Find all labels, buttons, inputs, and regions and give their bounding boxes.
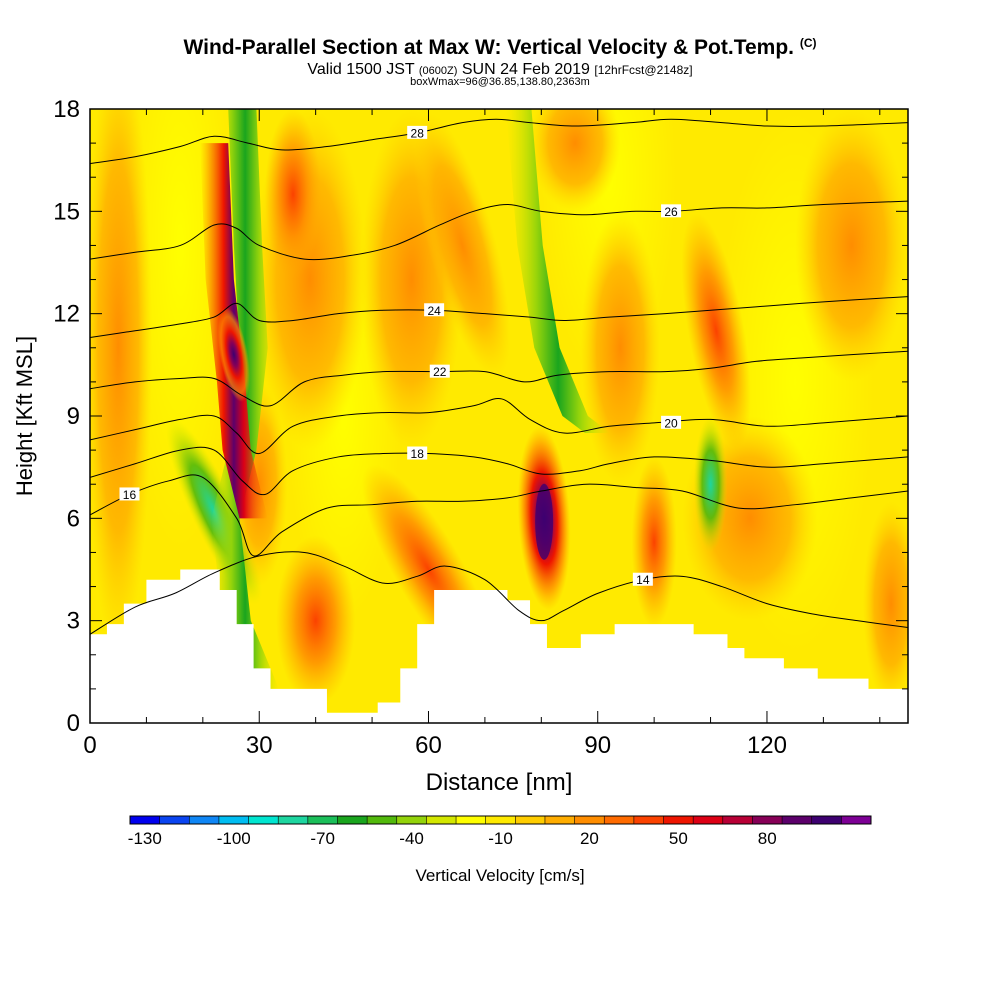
colorbar-tick-label: 80 [758,829,777,848]
x-tick-label: 120 [747,732,787,759]
colorbar-swatch [633,816,665,824]
theta-contour-14 [90,551,908,635]
colorbar-swatch [752,816,783,824]
colorbar-tick-label: 20 [580,829,599,848]
contour-label: 26 [664,205,678,219]
colorbar-swatch [396,816,427,824]
theta-contour-22 [90,350,908,407]
contour-label-box [429,364,450,378]
valid-date: SUN 24 Feb 2019 [461,61,590,78]
colorbar-frame [129,815,872,825]
colorbar-swatch [456,816,487,824]
colorbar-swatch [604,816,635,824]
colorbar-tick-label: -10 [488,829,513,848]
forecast-info: [12hrFcst@2148z] [594,63,693,77]
colorbar-swatch [722,816,753,824]
contour-label: 18 [411,447,425,461]
contour-label-box [661,204,682,218]
contour-label: 28 [411,126,425,140]
y-tick-label: 15 [53,198,80,225]
colorbar-swatch [693,816,724,824]
colorbar-swatch [544,816,576,824]
copyright-mark: (C) [799,36,817,50]
colorbar-swatch [189,816,220,824]
colorbar-swatch [426,816,457,824]
colorbar-swatch [663,816,694,824]
colorbar-tick-label: -40 [399,829,424,848]
colorbar-swatch [367,816,398,824]
theta-contour-20 [90,397,908,455]
x-tick-label: 0 [83,732,96,759]
colorbar-tick-label: 50 [669,829,688,848]
field-region [264,109,322,280]
field-region [631,456,677,628]
colorbar-swatch [278,816,309,824]
contour-label: 14 [636,573,650,587]
chart-title: Wind-Parallel Section at Max W: Vertical… [183,36,794,59]
y-tick-label: 12 [53,301,80,328]
field-region [862,501,908,706]
field-region [530,109,621,212]
field-region [795,109,908,382]
updraft-peak [535,483,554,560]
y-tick-label: 3 [67,608,80,635]
colorbar-swatch [307,816,338,824]
x-axis-label: Distance [nm] [426,769,573,796]
colorbar-tick-label: -100 [217,829,251,848]
colorbar-swatch [337,816,368,824]
valid-time-line: Valid 1500 JST (0600Z) SUN 24 Feb 2019 [… [0,61,1000,79]
contour-label: 20 [664,416,678,430]
colorbar-swatch [515,816,546,824]
colorbar-swatch [248,816,279,824]
theta-contour-16 [90,474,908,557]
field-region [580,211,660,485]
x-tick-label: 60 [415,732,442,759]
theta-contour-24 [90,296,908,339]
downdraft-band [506,109,611,434]
colorbar-tick-label: -130 [128,829,162,848]
valid-prefix: Valid 1500 JST [307,61,415,78]
chart-title-line: Wind-Parallel Section at Max W: Vertical… [0,36,1000,60]
contour-label: 16 [123,488,137,502]
colorbar-swatch [130,816,161,824]
x-tick-label: 30 [246,732,273,759]
colorbar-swatch [574,816,605,824]
colorbar-swatch [159,816,190,824]
x-tick-label: 90 [584,732,611,759]
theta-contour-26 [90,200,908,261]
theta-contour-28 [90,118,908,165]
colorbar-tick-label: -70 [310,829,335,848]
colorbar-swatch [782,816,813,824]
field-region [693,416,728,553]
y-tick-label: 0 [67,710,80,737]
theta-contour-18 [90,446,908,496]
y-tick-label: 9 [67,403,80,430]
y-tick-label: 18 [53,96,80,123]
field-region [90,109,153,655]
contour-label: 24 [427,304,441,318]
colorbar-swatch [218,816,250,824]
contour-label-box [661,415,682,429]
y-axis-label: Height [Kft MSL] [12,336,37,496]
colorbar-swatch [811,816,842,824]
valid-utc: (0600Z) [418,65,458,77]
contour-label-box [424,303,445,317]
contour-label: 22 [433,365,447,379]
contour-label-box [119,487,140,501]
box-info: boxWmax=96@36.85,138.80,2363m [410,76,590,88]
contour-label-box [632,572,653,586]
updraft-core [217,307,250,402]
contour-label-box [407,125,428,139]
contour-label-box [407,446,428,460]
colorbar-swatch [841,816,872,824]
field-region [414,113,511,378]
y-tick-label: 6 [67,505,80,532]
field-region [276,535,356,706]
colorbar-swatch [485,816,516,824]
field-region [681,213,751,449]
colorbar-label: Vertical Velocity [cm/s] [415,866,584,885]
terrain-mask [90,569,908,723]
